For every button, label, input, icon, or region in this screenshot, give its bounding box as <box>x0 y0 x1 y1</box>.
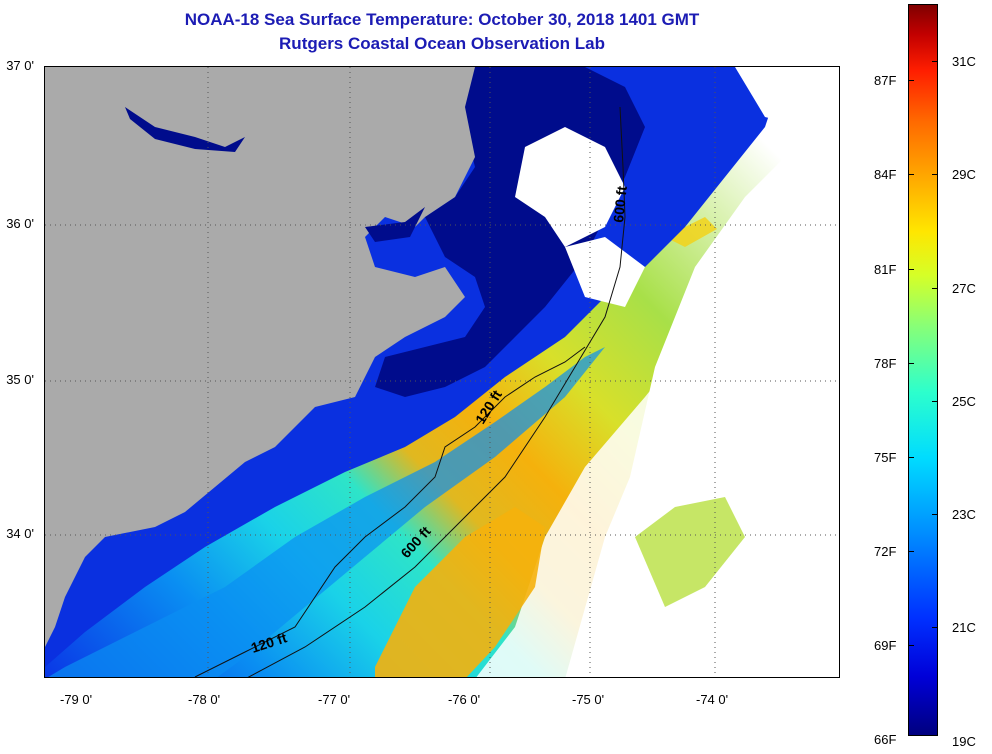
land-mass <box>45 67 475 647</box>
lat-label: 37 0' <box>6 58 34 73</box>
temperature-colorbar <box>908 4 938 736</box>
colorbar-tick <box>932 174 938 175</box>
warm-water-patch <box>635 497 745 607</box>
colorbar-tick <box>908 645 914 646</box>
cloud-region <box>735 67 839 127</box>
colorbar-tick <box>932 61 938 62</box>
colorbar-label-fahrenheit: 81F <box>874 262 897 277</box>
colorbar-label-celsius: 27C <box>952 281 976 296</box>
warm-water-patch <box>665 217 717 247</box>
cloud-region <box>565 237 645 307</box>
graticule <box>45 67 839 677</box>
river-channel <box>125 107 245 152</box>
map-subtitle: Rutgers Coastal Ocean Observation Lab <box>279 34 605 53</box>
colorbar-tick <box>908 551 914 552</box>
cloud-region <box>515 127 625 247</box>
colorbar-label-fahrenheit: 87F <box>874 73 897 88</box>
lat-label: 35 0' <box>6 372 34 387</box>
map-title: NOAA-18 Sea Surface Temperature: October… <box>184 10 700 29</box>
warm-water-patch <box>375 507 545 677</box>
colorbar-label-fahrenheit: 75F <box>874 450 897 465</box>
colorbar-label-celsius: 31C <box>952 54 976 69</box>
colorbar-label-fahrenheit: 84F <box>874 167 897 182</box>
colorbar-label-fahrenheit: 69F <box>874 638 897 653</box>
colorbar-tick <box>908 80 914 81</box>
colorbar-tick <box>932 288 938 289</box>
cloud-region <box>476 188 839 677</box>
colorbar-tick <box>932 627 938 628</box>
contour-label: 600 ft <box>610 185 630 223</box>
lon-label: -76 0' <box>448 692 481 707</box>
lon-label: -75 0' <box>572 692 605 707</box>
sst-map: 120 ft 600 ft 120 ft 600 ft <box>44 66 840 678</box>
colorbar-label-fahrenheit: 78F <box>874 356 897 371</box>
colorbar-tick <box>932 401 938 402</box>
colorbar-label-celsius: 21C <box>952 620 976 635</box>
colorbar-tick <box>908 457 914 458</box>
lon-label: -77 0' <box>318 692 351 707</box>
sst-map-graphic: 120 ft 600 ft 120 ft 600 ft <box>45 67 839 677</box>
colorbar-label-celsius: 19C <box>952 734 976 749</box>
lat-label: 34 0' <box>6 526 34 541</box>
colorbar-label-celsius: 29C <box>952 167 976 182</box>
colorbar-label-celsius: 25C <box>952 394 976 409</box>
lon-label: -79 0' <box>60 692 93 707</box>
colorbar-label-fahrenheit: 66F <box>874 732 897 747</box>
colorbar-label-celsius: 23C <box>952 507 976 522</box>
colorbar-tick <box>908 363 914 364</box>
contour-600ft-south <box>247 106 626 677</box>
contour-120ft <box>194 346 586 677</box>
colorbar-tick <box>932 514 938 515</box>
colorbar-tick <box>908 174 914 175</box>
colorbar-tick <box>908 269 914 270</box>
lat-label: 36 0' <box>6 216 34 231</box>
lon-label: -74 0' <box>696 692 729 707</box>
colorbar-label-fahrenheit: 72F <box>874 544 897 559</box>
lon-label: -78 0' <box>188 692 221 707</box>
